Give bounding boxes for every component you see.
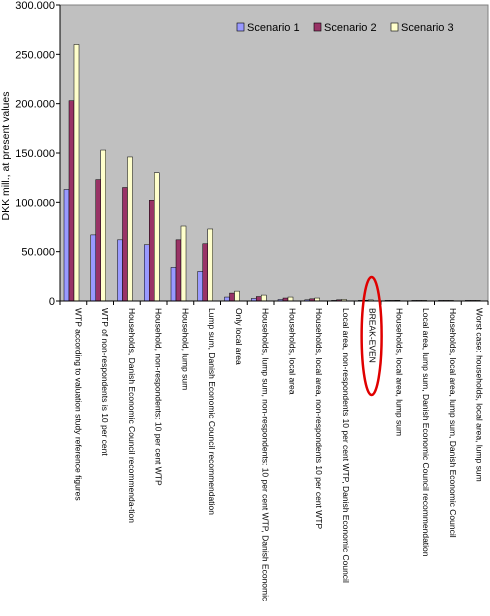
x-tick-label: Local area, non-respondents 10 per cent … — [341, 308, 351, 583]
bar-scenario-1 — [197, 271, 203, 302]
bar-scenario-2 — [95, 179, 101, 302]
y-tick-label: 300.000 — [15, 0, 55, 12]
bar-scenario-2 — [122, 187, 128, 302]
y-tick-label: 100.000 — [15, 197, 55, 209]
bar-scenario-1 — [224, 296, 230, 302]
bar-scenario-3 — [73, 44, 80, 302]
bar-scenario-1 — [90, 234, 96, 302]
y-tick-label: 200.000 — [15, 99, 55, 111]
legend-label-scenario-1: Scenario 1 — [247, 22, 300, 34]
y-tick-label: 50.000 — [21, 247, 55, 259]
bar-scenario-2 — [256, 296, 262, 302]
bar-scenario-2 — [149, 200, 155, 302]
legend-swatch-scenario-1 — [236, 22, 245, 32]
bar-scenario-3 — [287, 296, 294, 302]
x-tick-label: Households, Danish Economic Council reco… — [127, 308, 137, 523]
bar-scenario-2 — [202, 243, 208, 302]
x-tick-label: Households, local area — [287, 308, 297, 395]
bar-scenario-3 — [127, 156, 133, 302]
x-tick-label: Worst case: households, local area, lump… — [475, 308, 485, 482]
bar-scenario-2 — [68, 100, 75, 302]
y-tick-label: 0 — [49, 296, 55, 308]
y-axis: 0 50.000 100.000 150.000 200.000 250.000 300.0… — [15, 0, 60, 308]
bar-scenario-3 — [261, 294, 267, 302]
x-tick-label: BREAK-EVEN — [368, 308, 378, 363]
break-even-highlight-ellipse — [360, 275, 383, 397]
x-tick-label: Households, local area, non-respondents … — [314, 308, 324, 529]
bar-scenario-3 — [180, 225, 187, 302]
x-tick-label: Only local area — [234, 308, 244, 365]
legend-label-scenario-2: Scenario 2 — [324, 22, 377, 34]
legend: Scenario 1 Scenario 2 Scenario 3 — [236, 22, 454, 34]
legend-swatch-scenario-2 — [313, 22, 322, 32]
legend-label-scenario-3: Scenario 3 — [401, 22, 454, 34]
x-tick-label: WTP according to valuation study referen… — [73, 308, 83, 501]
bar-scenario-3 — [207, 228, 213, 302]
x-tick-label: Lump sum, Danish Economic Council recomm… — [207, 308, 217, 515]
y-tick-label: 250.000 — [15, 49, 55, 61]
bar-scenario-2 — [175, 239, 182, 302]
bar-scenario-1 — [144, 244, 150, 302]
x-tick-label: Household, non-respondents: 10 per cent … — [154, 308, 164, 486]
legend-swatch-scenario-3 — [390, 22, 399, 32]
x-axis: WTP according to valuation study referen… — [59, 301, 489, 602]
bar-scenario-2 — [229, 292, 235, 302]
bar-scenario-3 — [100, 149, 106, 302]
x-tick-label: Households, local area, lump sum, Danish… — [448, 308, 458, 538]
x-tick-label: WTP of non-respondents is 10 per cent — [100, 308, 110, 456]
x-tick-label: Household, lump sum — [180, 308, 190, 390]
x-tick-label: Local area, lump sum, Danish Economic Co… — [421, 308, 431, 557]
x-tick-label: Households, lump sum, non-respondents: 1… — [261, 308, 271, 602]
x-tick-label: Households, local area, lump sum — [394, 308, 404, 436]
bar-scenario-3 — [154, 172, 160, 302]
bar-scenario-1 — [63, 189, 70, 302]
bar-scenario-1 — [117, 239, 123, 302]
y-axis-label: DKK mill., at present values — [0, 92, 12, 221]
y-tick-label: 150.000 — [15, 148, 55, 160]
bar-scenario-3 — [234, 290, 240, 302]
bar-scenario-1 — [170, 267, 177, 302]
